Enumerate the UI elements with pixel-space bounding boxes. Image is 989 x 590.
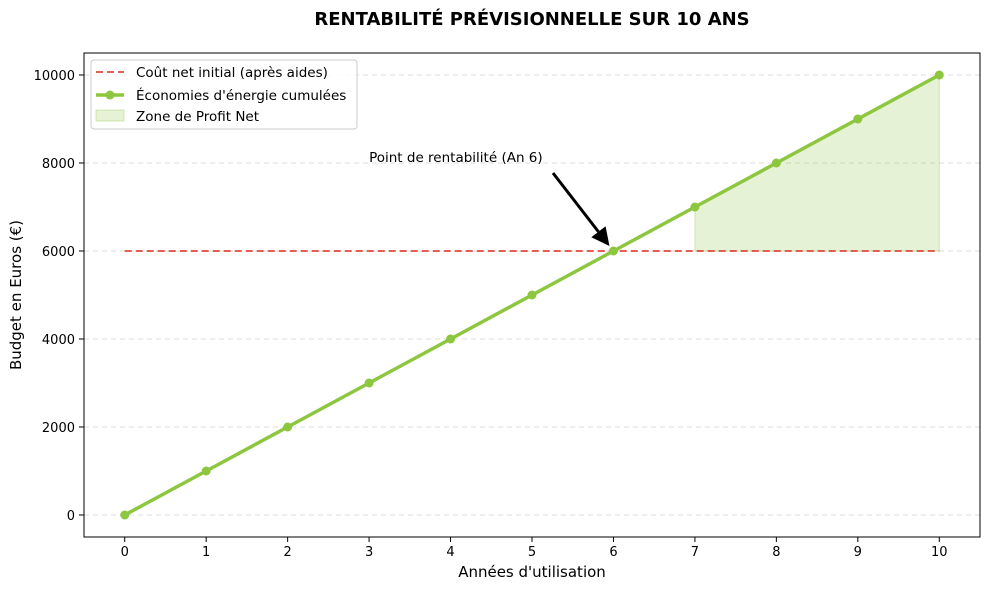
annotation-arrow-shaft — [551, 172, 600, 233]
x-tick-label: 1 — [202, 545, 210, 560]
savings-point — [120, 510, 130, 520]
legend-label-profit: Zone de Profit Net — [136, 109, 259, 125]
savings-point — [608, 246, 618, 256]
y-tick-label: 2000 — [42, 421, 75, 436]
series — [120, 70, 944, 520]
legend-swatch-profit — [95, 109, 125, 122]
annotation-text: Point de rentabilité (An 6) — [369, 150, 543, 166]
chart-title: RENTABILITÉ PRÉVISIONNELLE SUR 10 ANS — [314, 8, 749, 30]
x-axis-ticks: 0 1 2 3 4 5 6 7 8 9 10 — [121, 537, 948, 560]
legend-marker-savings — [105, 90, 115, 100]
x-tick-label: 9 — [854, 545, 862, 560]
y-tick-label: 8000 — [42, 157, 75, 172]
legend-label-savings: Économies d'énergie cumulées — [136, 87, 346, 104]
x-tick-label: 6 — [609, 545, 617, 560]
profit-zone — [694, 74, 940, 252]
savings-point — [364, 378, 374, 388]
legend: Coût net initial (après aides) Économies … — [90, 59, 358, 130]
savings-point — [446, 334, 456, 344]
x-tick-label: 2 — [283, 545, 291, 560]
x-tick-label: 0 — [121, 545, 129, 560]
x-tick-label: 8 — [772, 545, 780, 560]
x-tick-label: 5 — [528, 545, 536, 560]
savings-point — [934, 70, 944, 80]
savings-point — [283, 422, 293, 432]
y-axis-ticks: 0 2000 4000 6000 8000 10000 — [34, 69, 84, 524]
y-tick-label: 6000 — [42, 245, 75, 260]
savings-point — [527, 290, 537, 300]
legend-label-cost: Coût net initial (après aides) — [136, 65, 328, 81]
legend-box — [90, 59, 358, 130]
profit-zone-area — [694, 74, 940, 252]
x-tick-label: 4 — [446, 545, 454, 560]
savings-point — [201, 466, 211, 476]
x-axis-label: Années d'utilisation — [458, 563, 606, 581]
x-tick-label: 10 — [931, 545, 948, 560]
y-tick-label: 0 — [67, 509, 75, 524]
savings-point — [690, 202, 700, 212]
x-tick-label: 3 — [365, 545, 373, 560]
savings-point — [853, 114, 863, 124]
annotation-arrow-head — [591, 226, 610, 246]
savings-point — [771, 158, 781, 168]
x-tick-label: 7 — [691, 545, 699, 560]
y-tick-label: 10000 — [34, 69, 75, 84]
y-axis-label: Budget en Euros (€) — [7, 220, 25, 370]
annotation: Point de rentabilité (An 6) — [369, 150, 610, 246]
y-tick-label: 4000 — [42, 333, 75, 348]
